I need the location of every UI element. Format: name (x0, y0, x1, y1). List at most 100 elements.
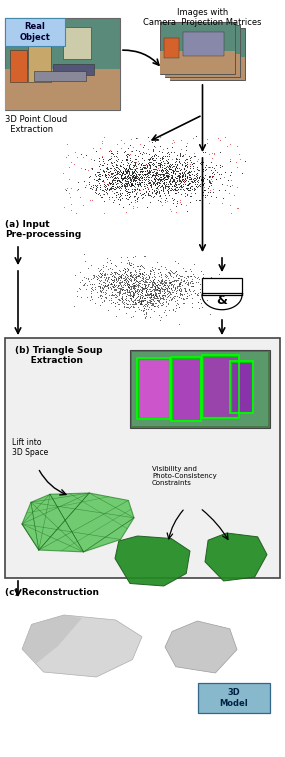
Point (107, 171, 112, 183)
Point (168, 285, 173, 298)
Point (142, 147, 147, 159)
Point (97, 155, 101, 167)
Point (115, 175, 119, 187)
Point (186, 185, 190, 197)
Point (142, 294, 146, 306)
Point (141, 282, 146, 294)
Point (155, 294, 160, 307)
Point (155, 170, 159, 182)
Point (189, 180, 194, 192)
Point (153, 160, 158, 172)
Point (130, 185, 135, 197)
Point (94, 271, 99, 283)
Point (103, 171, 108, 183)
Point (100, 266, 104, 279)
Point (117, 287, 121, 299)
Point (178, 157, 182, 169)
Point (130, 270, 134, 282)
Point (161, 277, 166, 289)
Point (186, 177, 191, 189)
Point (135, 279, 140, 291)
Point (117, 194, 122, 206)
Point (133, 167, 138, 179)
Point (171, 279, 176, 291)
Point (133, 162, 138, 174)
Point (147, 188, 152, 201)
Point (212, 148, 216, 160)
Point (182, 282, 187, 294)
Point (119, 170, 123, 182)
Point (107, 145, 112, 157)
Point (132, 183, 137, 195)
Point (145, 297, 150, 309)
Point (147, 154, 152, 166)
Point (133, 194, 137, 206)
Point (108, 183, 113, 195)
Point (134, 156, 139, 168)
Point (118, 187, 123, 199)
Point (174, 187, 178, 199)
Point (136, 278, 140, 290)
Point (170, 284, 174, 296)
Point (115, 273, 120, 285)
Point (188, 177, 192, 189)
Point (122, 284, 126, 296)
Point (113, 284, 117, 296)
Point (171, 173, 175, 185)
Point (115, 161, 120, 173)
Point (182, 176, 186, 188)
Point (158, 190, 162, 202)
Point (211, 282, 215, 294)
Point (139, 285, 144, 298)
Point (148, 285, 152, 298)
Point (129, 174, 134, 186)
Point (182, 168, 187, 180)
Point (207, 185, 212, 198)
Point (170, 175, 174, 187)
Point (198, 156, 203, 168)
Point (166, 180, 170, 192)
Point (154, 151, 159, 164)
Point (101, 164, 105, 176)
Point (171, 165, 175, 177)
Point (147, 166, 151, 178)
Point (173, 282, 178, 294)
Point (124, 177, 128, 189)
Point (172, 182, 177, 195)
Point (172, 173, 176, 185)
Point (173, 178, 177, 190)
Point (173, 164, 177, 176)
Polygon shape (22, 615, 82, 663)
Point (182, 165, 187, 177)
Point (166, 171, 170, 183)
Point (104, 291, 109, 304)
Point (160, 276, 164, 288)
Point (205, 137, 209, 149)
Point (127, 149, 131, 161)
Point (101, 188, 105, 201)
Point (127, 278, 131, 290)
Point (144, 286, 148, 298)
Point (162, 174, 167, 186)
Point (180, 297, 185, 309)
Point (128, 287, 133, 299)
Point (140, 267, 145, 279)
Point (158, 141, 162, 153)
Point (131, 170, 135, 182)
Point (130, 175, 135, 187)
Point (207, 170, 211, 182)
Point (193, 130, 198, 142)
Point (131, 268, 136, 280)
Point (169, 294, 173, 306)
Point (164, 179, 169, 192)
Point (168, 277, 173, 289)
Point (137, 183, 141, 195)
Point (83, 277, 87, 289)
Point (103, 168, 107, 180)
Point (125, 165, 130, 177)
Point (122, 184, 127, 196)
Point (99, 135, 104, 147)
Point (165, 288, 169, 300)
Point (219, 160, 224, 172)
Point (138, 295, 142, 307)
